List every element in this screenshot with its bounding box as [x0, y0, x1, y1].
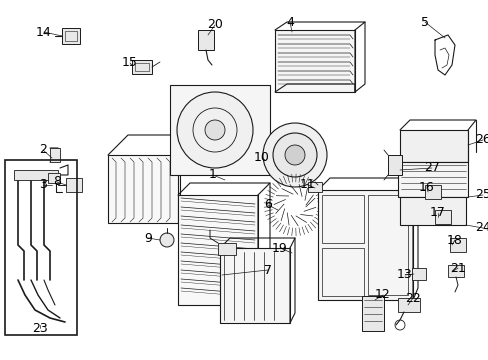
Bar [66, 178, 82, 192]
Circle shape [285, 145, 305, 165]
Bar [321, 248, 363, 296]
Bar [108, 155, 180, 223]
Text: 8: 8 [53, 175, 61, 189]
Text: 26: 26 [474, 134, 488, 147]
Text: 25: 25 [474, 189, 488, 202]
Text: 7: 7 [264, 264, 271, 276]
Bar [307, 182, 321, 192]
Text: 23: 23 [32, 321, 48, 334]
Text: 20: 20 [206, 18, 223, 31]
Text: 4: 4 [285, 15, 293, 28]
Bar [14, 170, 58, 180]
Text: 5: 5 [420, 15, 428, 28]
Bar [321, 195, 363, 243]
Text: 1: 1 [209, 168, 217, 181]
Bar [135, 63, 149, 71]
Bar [387, 155, 401, 175]
Bar [434, 210, 450, 224]
Text: 18: 18 [446, 234, 462, 247]
Circle shape [263, 123, 326, 187]
Bar [399, 130, 467, 162]
Bar [220, 248, 289, 323]
Circle shape [272, 133, 316, 177]
Text: 13: 13 [396, 269, 412, 282]
Text: 19: 19 [271, 242, 287, 255]
Bar [274, 30, 354, 92]
Bar [198, 30, 214, 50]
Bar [424, 185, 440, 199]
Bar [447, 265, 463, 277]
Text: 14: 14 [36, 26, 52, 39]
Bar [170, 85, 269, 175]
Text: 9: 9 [144, 231, 152, 244]
Text: 24: 24 [474, 221, 488, 234]
Bar [65, 31, 77, 41]
Bar [50, 148, 60, 162]
Text: 3: 3 [39, 179, 47, 192]
Text: 11: 11 [300, 179, 315, 192]
Circle shape [160, 233, 174, 247]
Bar [317, 190, 412, 300]
Text: 15: 15 [122, 57, 138, 69]
Bar [132, 60, 152, 74]
Bar [367, 195, 407, 295]
Text: 2: 2 [39, 144, 47, 157]
Bar [361, 296, 383, 331]
Text: 16: 16 [418, 181, 434, 194]
Bar [62, 28, 80, 44]
Bar [449, 238, 465, 252]
Bar [48, 173, 60, 183]
Bar [399, 197, 465, 225]
Circle shape [177, 92, 252, 168]
Text: 17: 17 [429, 207, 445, 220]
Circle shape [204, 120, 224, 140]
Text: 12: 12 [374, 288, 390, 301]
Bar [411, 268, 425, 280]
Bar [178, 195, 258, 305]
Bar [5, 160, 77, 335]
Bar [218, 243, 236, 255]
Text: 27: 27 [423, 162, 439, 175]
Text: 21: 21 [449, 261, 465, 274]
Text: 10: 10 [254, 152, 269, 165]
Text: 22: 22 [404, 292, 420, 305]
Bar [397, 162, 467, 197]
Text: 6: 6 [264, 198, 271, 211]
Bar [397, 298, 419, 312]
